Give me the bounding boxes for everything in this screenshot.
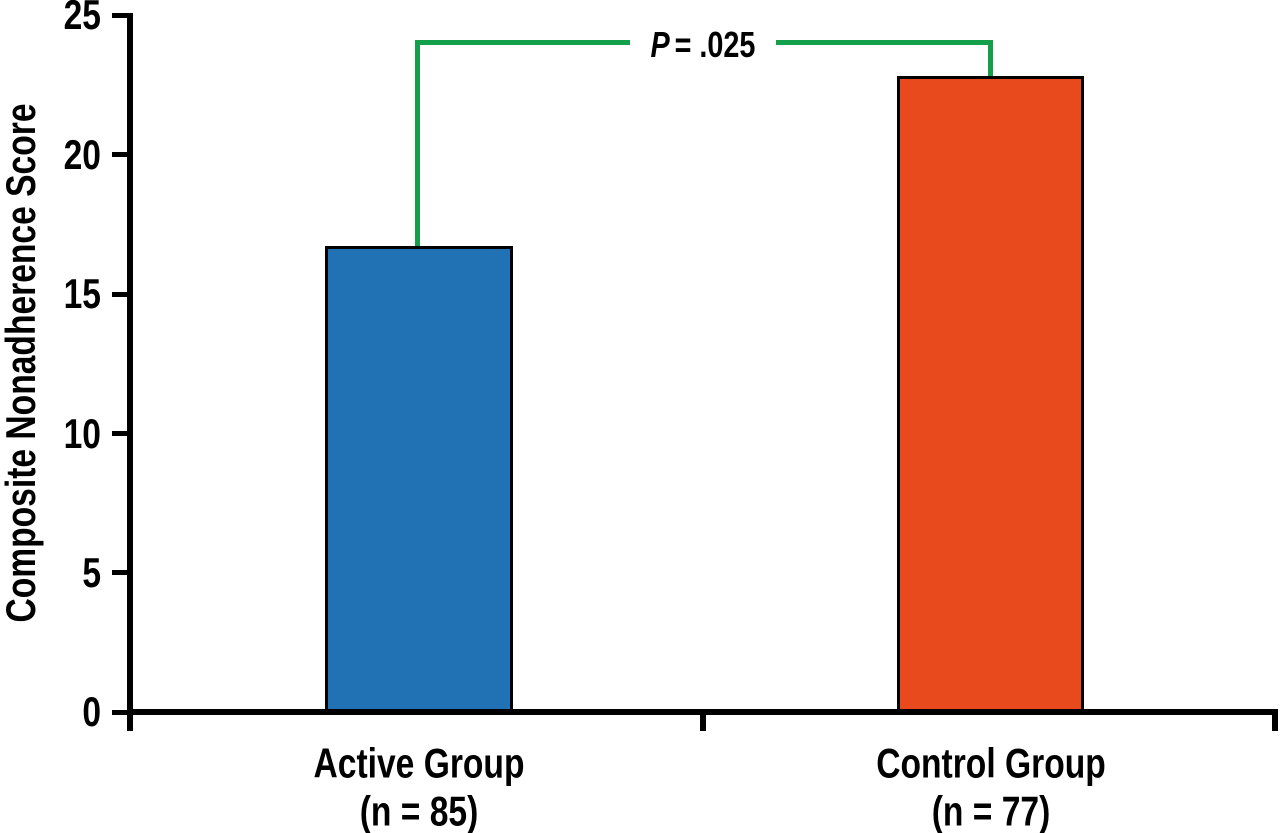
x-category-label-active: Active Group (n = 85) xyxy=(314,740,525,833)
y-tick-label-10: 10 xyxy=(63,409,101,457)
y-tick-label-5: 5 xyxy=(82,548,101,596)
y-tick-label-20: 20 xyxy=(63,130,101,178)
significance-bracket-right-drop xyxy=(988,40,993,77)
category-n-control: (n = 77) xyxy=(931,788,1051,833)
y-tick-10 xyxy=(112,431,128,436)
x-axis-end-tick xyxy=(1272,709,1278,731)
bar-control-group xyxy=(897,76,1084,712)
y-tick-0 xyxy=(112,709,128,715)
bar-active-group xyxy=(325,246,513,712)
y-tick-5 xyxy=(112,570,128,575)
x-axis-mid-tick xyxy=(700,709,706,731)
category-name-active: Active Group xyxy=(313,739,525,787)
p-value-symbol: P xyxy=(650,24,670,65)
category-name-control: Control Group xyxy=(876,739,1106,787)
y-axis-line xyxy=(127,13,133,731)
y-axis-title: Composite Nonadherence Score xyxy=(0,103,44,623)
y-tick-25 xyxy=(112,12,128,18)
y-tick-label-25: 25 xyxy=(63,0,101,38)
category-n-active: (n = 85) xyxy=(359,788,479,833)
y-tick-label-0: 0 xyxy=(82,688,101,735)
y-tick-20 xyxy=(112,152,128,157)
significance-bracket-top-left-segment xyxy=(415,40,630,45)
y-tick-label-15: 15 xyxy=(63,270,101,317)
p-value-label: P = .025 xyxy=(651,27,756,63)
y-tick-15 xyxy=(112,291,128,297)
p-value-text: = .025 xyxy=(674,24,756,65)
x-category-label-control: Control Group (n = 77) xyxy=(876,740,1106,833)
significance-bracket-left-drop xyxy=(415,40,420,247)
significance-bracket-top-right-segment xyxy=(776,40,993,45)
